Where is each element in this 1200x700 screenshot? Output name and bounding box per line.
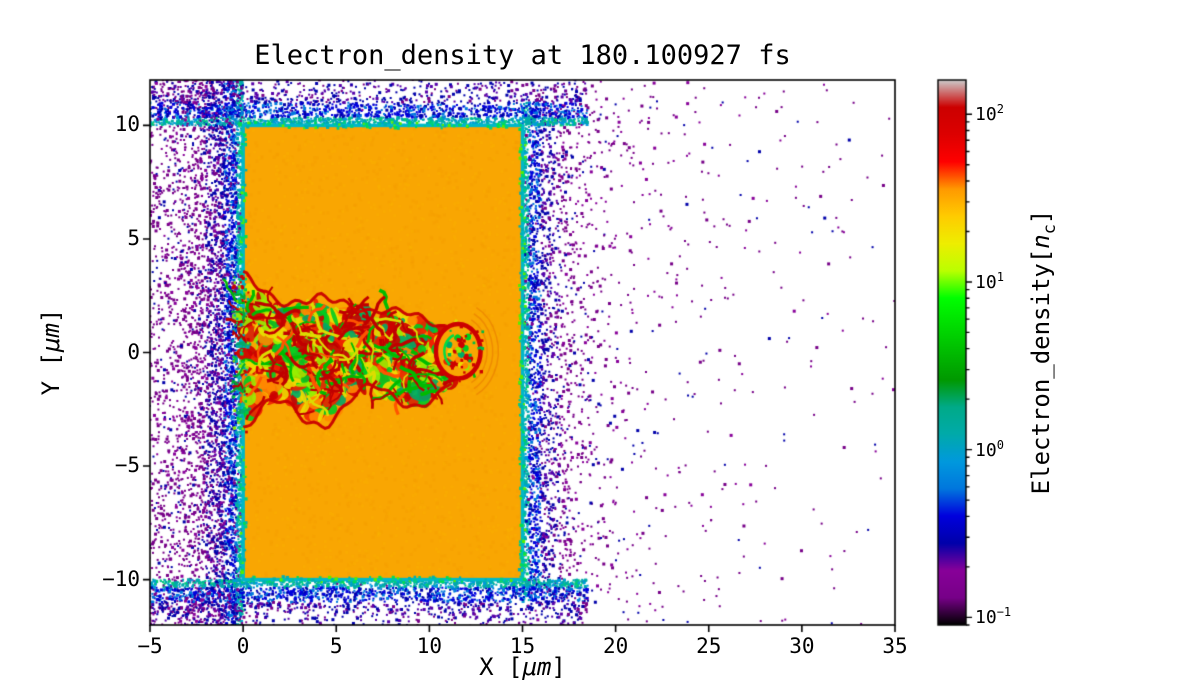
colorbar-label-symbol: n	[1027, 234, 1055, 249]
y-tick-label: 10	[114, 112, 140, 137]
x-axis-unit: μm	[522, 653, 552, 681]
y-tick-label: 5	[127, 225, 140, 250]
colorbar-label-text: Electron_density[	[1027, 248, 1055, 495]
x-tick-label: 25	[696, 634, 722, 658]
x-tick-label: 35	[882, 634, 908, 658]
x-tick-label: −5	[137, 634, 163, 658]
y-tick-label: 0	[127, 339, 140, 364]
colorbar-label: Electron_density[nc]	[1027, 172, 1059, 532]
x-axis-label: X [μm]	[150, 653, 895, 681]
x-tick-label: 10	[416, 634, 443, 658]
x-tick-label: 15	[509, 634, 536, 658]
y-tick-label: −10	[102, 566, 140, 591]
x-tick-label: 0	[236, 634, 250, 658]
x-axis-label-text: X [	[479, 653, 523, 681]
colorbar-tick-label: 102	[975, 102, 1004, 126]
x-tick-label: 5	[329, 634, 343, 658]
chart-title: Electron_density at 180.100927 fs	[254, 40, 791, 71]
y-tick-label: −5	[114, 453, 140, 478]
y-axis-label-close: ]	[37, 308, 65, 324]
colorbar-tick-label: 100	[975, 437, 1004, 461]
colorbar-tick-label: 101	[975, 269, 1004, 293]
colorbar-label-close: ]	[1027, 209, 1055, 225]
x-tick-label: 20	[602, 634, 629, 658]
colorbar-label-subscript: c	[1038, 224, 1059, 235]
x-axis-label-close: ]	[551, 653, 566, 681]
x-tick-label: 30	[789, 634, 815, 658]
colorbar-tick-label: 10−1	[975, 605, 1012, 629]
